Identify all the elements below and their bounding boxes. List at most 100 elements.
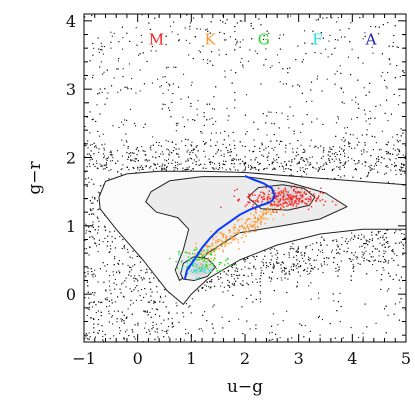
star-point-G	[205, 265, 208, 267]
field-star-point	[337, 17, 339, 19]
field-star-point	[355, 101, 357, 103]
field-star-point	[229, 144, 231, 146]
field-star-point	[218, 49, 220, 51]
star-point-K	[194, 253, 196, 256]
field-star-point	[111, 241, 113, 243]
field-star-point	[302, 167, 304, 169]
field-star-point	[106, 297, 108, 299]
field-star-point	[284, 268, 286, 270]
field-star-point	[260, 301, 262, 303]
field-star-point	[170, 116, 172, 118]
field-star-point	[346, 127, 348, 129]
field-star-point	[276, 154, 278, 156]
field-star-point	[238, 318, 240, 320]
field-star-point	[400, 166, 402, 168]
field-star-point	[387, 241, 389, 243]
field-star-point	[355, 168, 357, 170]
field-star-point	[369, 169, 371, 171]
field-star-point	[97, 93, 99, 95]
field-star-point	[270, 259, 272, 261]
star-point-K	[227, 242, 230, 245]
field-star-point	[142, 168, 144, 170]
star-point-M	[298, 198, 301, 201]
field-star-point	[349, 239, 351, 241]
field-star-point	[290, 269, 292, 271]
field-star-point	[221, 282, 223, 284]
field-star-point	[309, 330, 311, 332]
field-star-point	[232, 158, 234, 160]
field-star-point	[323, 168, 325, 170]
field-star-point	[184, 169, 186, 171]
field-star-point	[121, 320, 123, 322]
field-star-point	[311, 249, 313, 251]
field-star-point	[339, 162, 341, 164]
star-point-K	[225, 239, 227, 241]
star-point-M	[320, 187, 322, 189]
field-star-point	[136, 154, 138, 156]
field-star-point	[245, 133, 247, 135]
star-point-K	[246, 219, 248, 221]
star-point-M	[278, 192, 280, 195]
field-star-point	[318, 249, 320, 251]
field-star-point	[125, 331, 127, 333]
field-star-point	[296, 267, 298, 269]
field-star-point	[149, 147, 151, 149]
field-star-point	[264, 168, 266, 170]
field-star-point	[171, 31, 173, 33]
field-star-point	[94, 229, 96, 231]
star-point-K	[215, 239, 217, 242]
field-star-point	[107, 92, 109, 94]
field-star-point	[374, 136, 376, 138]
field-star-point	[340, 36, 342, 38]
star-point-M	[310, 206, 313, 208]
star-point-M	[233, 195, 235, 197]
field-star-point	[98, 208, 100, 210]
star-point-K	[253, 214, 255, 216]
star-point-G	[202, 258, 204, 260]
field-star-point	[303, 255, 305, 257]
field-star-point	[237, 277, 239, 279]
field-star-point	[124, 119, 126, 121]
star-point-M	[262, 198, 264, 201]
star-point-M	[269, 204, 272, 206]
field-star-point	[364, 165, 366, 167]
field-star-point	[305, 262, 307, 264]
star-point-K	[251, 226, 253, 228]
star-point-G	[194, 248, 196, 251]
star-point-K	[239, 226, 241, 229]
field-star-point	[304, 253, 306, 255]
star-point-K	[232, 227, 234, 229]
field-star-point	[288, 127, 290, 129]
field-star-point	[212, 64, 214, 66]
field-star-point	[402, 132, 404, 134]
field-star-point	[160, 85, 162, 87]
field-star-point	[150, 299, 152, 301]
field-star-point	[234, 49, 236, 51]
star-point-F	[199, 270, 201, 273]
field-star-point	[235, 38, 237, 40]
field-star-point	[336, 264, 338, 266]
field-star-point	[96, 245, 98, 247]
field-star-point	[152, 325, 154, 327]
field-star-point	[189, 42, 191, 44]
field-star-point	[318, 168, 320, 170]
field-star-point	[89, 132, 91, 134]
field-star-point	[364, 32, 366, 34]
field-star-point	[99, 302, 101, 304]
field-star-point	[394, 232, 396, 234]
field-star-point	[130, 155, 132, 157]
field-star-point	[220, 277, 222, 279]
star-point-K	[214, 242, 217, 244]
star-point-K	[224, 243, 227, 246]
field-star-point	[361, 251, 363, 253]
field-star-point	[157, 336, 159, 338]
field-star-point	[154, 313, 156, 315]
field-star-point	[404, 309, 406, 311]
star-point-M	[283, 202, 285, 204]
field-star-point	[165, 139, 167, 141]
field-star-point	[309, 263, 311, 265]
star-point-M	[248, 201, 250, 204]
field-star-point	[271, 331, 273, 333]
field-star-point	[233, 274, 235, 276]
field-star-point	[247, 275, 249, 277]
